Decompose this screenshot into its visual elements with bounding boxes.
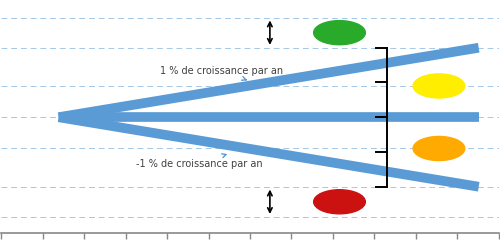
Circle shape <box>314 21 366 45</box>
Circle shape <box>413 74 465 98</box>
Text: 1 % de croissance par an: 1 % de croissance par an <box>160 66 284 80</box>
Circle shape <box>413 137 465 161</box>
Text: -1 % de croissance par an: -1 % de croissance par an <box>136 154 262 168</box>
Circle shape <box>314 190 366 214</box>
